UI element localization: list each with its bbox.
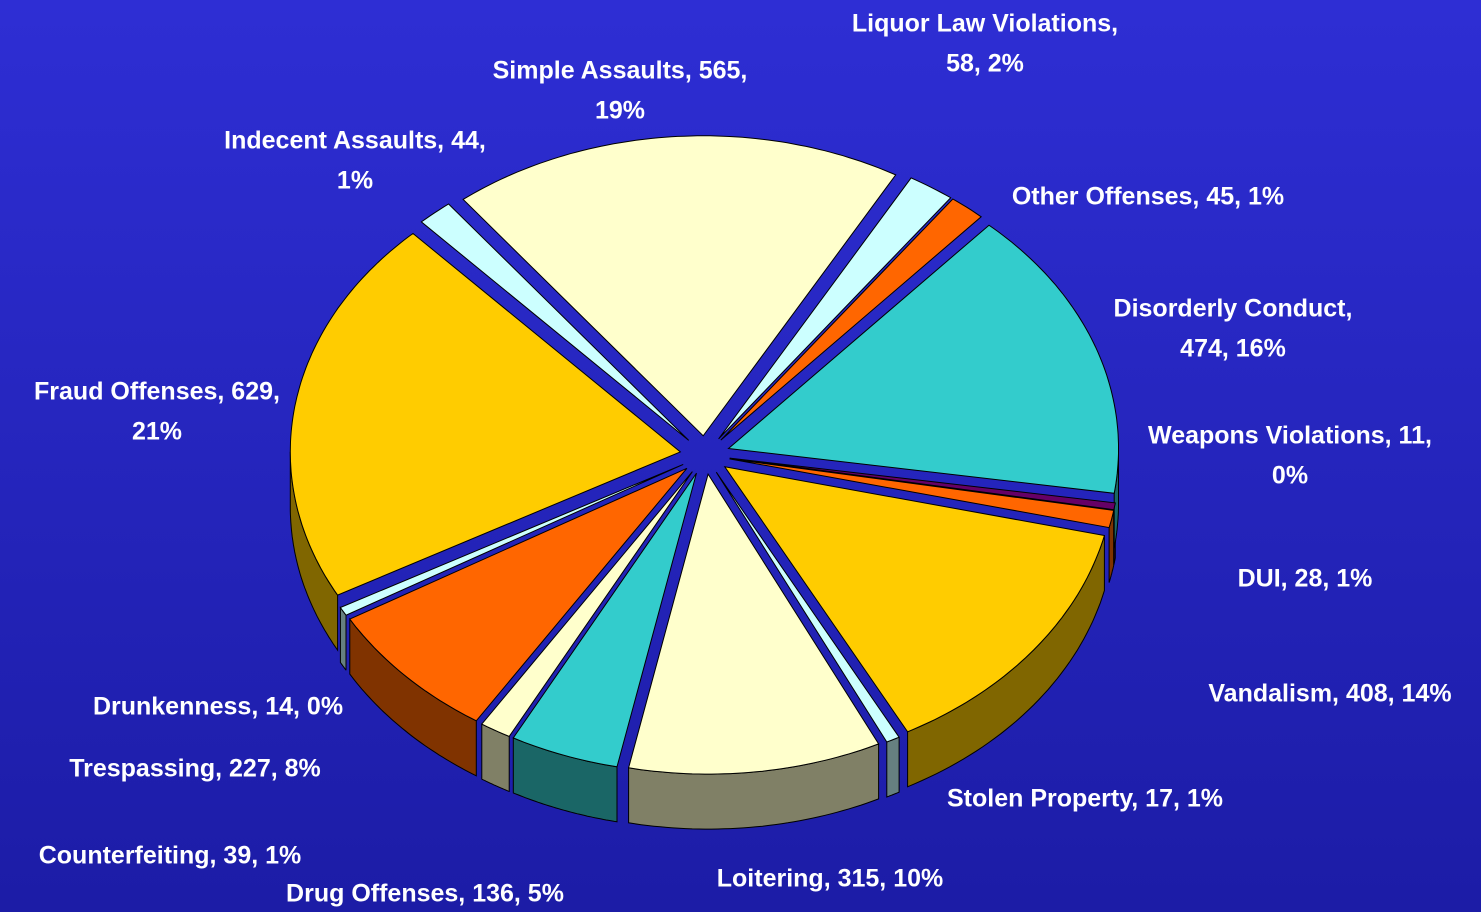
slice-side (886, 736, 900, 798)
slice (349, 467, 688, 722)
data-label: Indecent Assaults, 44, (224, 127, 486, 155)
data-label: Drug Offenses, 136, 5% (286, 880, 564, 908)
slice (720, 198, 983, 441)
data-label: Loitering, 315, 10% (717, 865, 943, 893)
slice (462, 135, 897, 437)
data-label: 58, 2% (946, 50, 1024, 78)
data-label: 21% (132, 418, 182, 446)
data-label: Trespassing, 227, 8% (69, 755, 321, 783)
slice (420, 203, 690, 441)
data-label: Counterfeiting, 39, 1% (39, 842, 302, 870)
slice (727, 224, 1119, 494)
data-label: Weapons Violations, 11, (1148, 422, 1432, 450)
data-label: Drunkenness, 14, 0% (93, 693, 343, 721)
slice (627, 472, 880, 775)
slice (723, 466, 1106, 733)
slice (729, 458, 1115, 529)
data-label: 0% (1272, 462, 1308, 490)
data-label: Stolen Property, 17, 1% (947, 785, 1223, 813)
data-label: Other Offenses, 45, 1% (1012, 183, 1284, 211)
data-label: Liquor Law Violations, (852, 10, 1118, 38)
data-label: 474, 16% (1180, 335, 1286, 363)
data-label: 19% (595, 97, 645, 125)
data-label: 1% (337, 167, 373, 195)
data-label: Vandalism, 408, 14% (1208, 680, 1451, 708)
slice-side (339, 606, 347, 671)
slice (715, 471, 900, 743)
slice (289, 232, 682, 596)
data-label: Disorderly Conduct, (1114, 295, 1353, 323)
slice (718, 177, 952, 440)
slice (729, 457, 1116, 511)
data-label: Simple Assaults, 565, (493, 57, 748, 85)
data-label: DUI, 28, 1% (1238, 565, 1373, 593)
slice (481, 471, 693, 738)
data-label: Fraud Offenses, 629, (34, 378, 280, 406)
slice (339, 463, 684, 616)
slice (512, 472, 697, 768)
